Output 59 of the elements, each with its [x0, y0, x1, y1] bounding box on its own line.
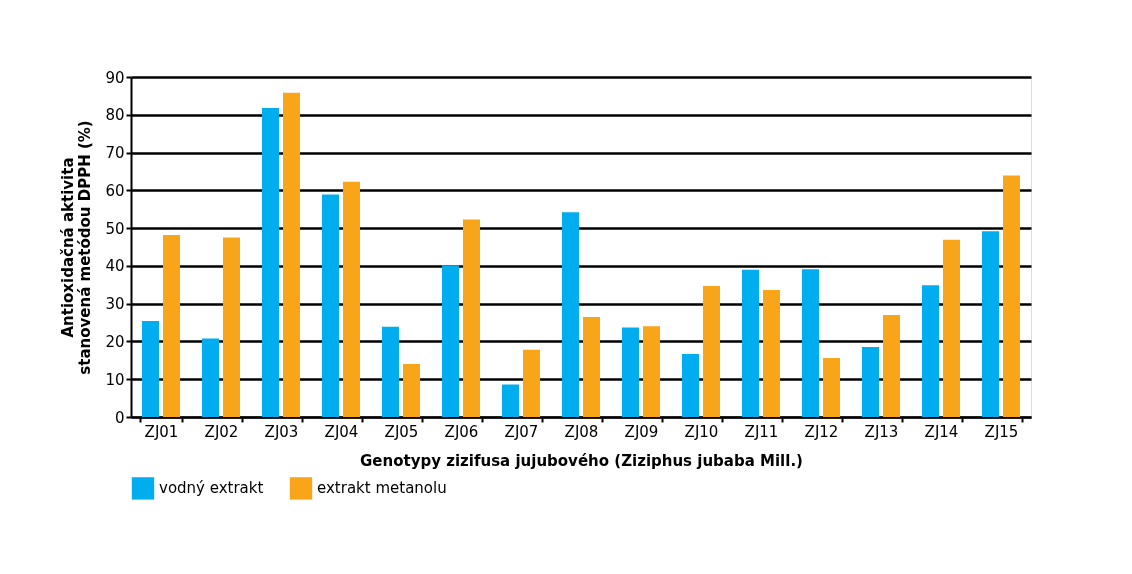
- x-tick-label: ZJ08: [564, 422, 599, 441]
- bar: [682, 353, 699, 417]
- x-tick-label: ZJ11: [744, 422, 779, 441]
- x-tick-label: ZJ01: [144, 422, 179, 441]
- bar: [382, 326, 399, 417]
- x-tick-label: ZJ07: [504, 422, 539, 441]
- x-tick-label: ZJ14: [924, 422, 959, 441]
- x-tick-label: ZJ09: [624, 422, 659, 441]
- bar: [283, 92, 300, 417]
- bar: [802, 269, 819, 417]
- bar: [442, 265, 459, 417]
- bar: [463, 219, 480, 417]
- x-tick-label: ZJ10: [684, 422, 719, 441]
- x-tick-label: ZJ05: [384, 422, 419, 441]
- bar: [1003, 175, 1020, 417]
- bar: [322, 194, 339, 417]
- y-tick-label: 0: [114, 408, 125, 427]
- legend-label: vodný extrakt: [159, 479, 264, 498]
- y-tick-label: 90: [105, 68, 125, 87]
- legend-label: extrakt metanolu: [317, 479, 447, 498]
- bar: [583, 316, 600, 417]
- y-tick-label: 40: [105, 257, 125, 276]
- x-tick-label: ZJ04: [324, 422, 359, 441]
- bar: [763, 290, 780, 417]
- bar: [343, 181, 360, 417]
- bar: [703, 285, 720, 417]
- x-axis-title: Genotypy zizifusa jujubového (Ziziphus jubaba Mill.): [360, 451, 803, 470]
- bar: [523, 349, 540, 417]
- y-tick-label: 20: [105, 332, 125, 351]
- bar: [982, 231, 999, 417]
- y-tick-label: 50: [105, 219, 125, 238]
- bar: [562, 212, 579, 417]
- x-tick-label: ZJ15: [984, 422, 1019, 441]
- bar: [202, 338, 219, 417]
- y-tick-label: 30: [105, 295, 125, 314]
- bar: [163, 234, 180, 417]
- y-tick-label: 80: [105, 106, 125, 125]
- y-axis-title: Antioxidačná aktivita stanovená metódou DPPH (%): [59, 120, 95, 375]
- x-tick-label: ZJ03: [264, 422, 299, 441]
- x-tick-label: ZJ06: [444, 422, 479, 441]
- bar: [643, 326, 660, 417]
- bar: [823, 358, 840, 417]
- bar: [223, 237, 240, 417]
- y-tick-label: 70: [105, 144, 125, 163]
- bar: [922, 285, 939, 417]
- x-tick-label: ZJ12: [804, 422, 839, 441]
- bar: [943, 239, 960, 417]
- bar: [622, 327, 639, 417]
- x-tick-label: ZJ02: [204, 422, 239, 441]
- bar: [862, 347, 879, 417]
- bar: [403, 364, 420, 417]
- bar: [742, 269, 759, 417]
- bar: [883, 315, 900, 417]
- x-tick-label: ZJ13: [864, 422, 899, 441]
- bar: [262, 107, 279, 417]
- bar: [502, 384, 519, 417]
- y-tick-label: 60: [105, 181, 125, 200]
- bar: [142, 321, 159, 417]
- y-tick-label: 10: [105, 370, 125, 389]
